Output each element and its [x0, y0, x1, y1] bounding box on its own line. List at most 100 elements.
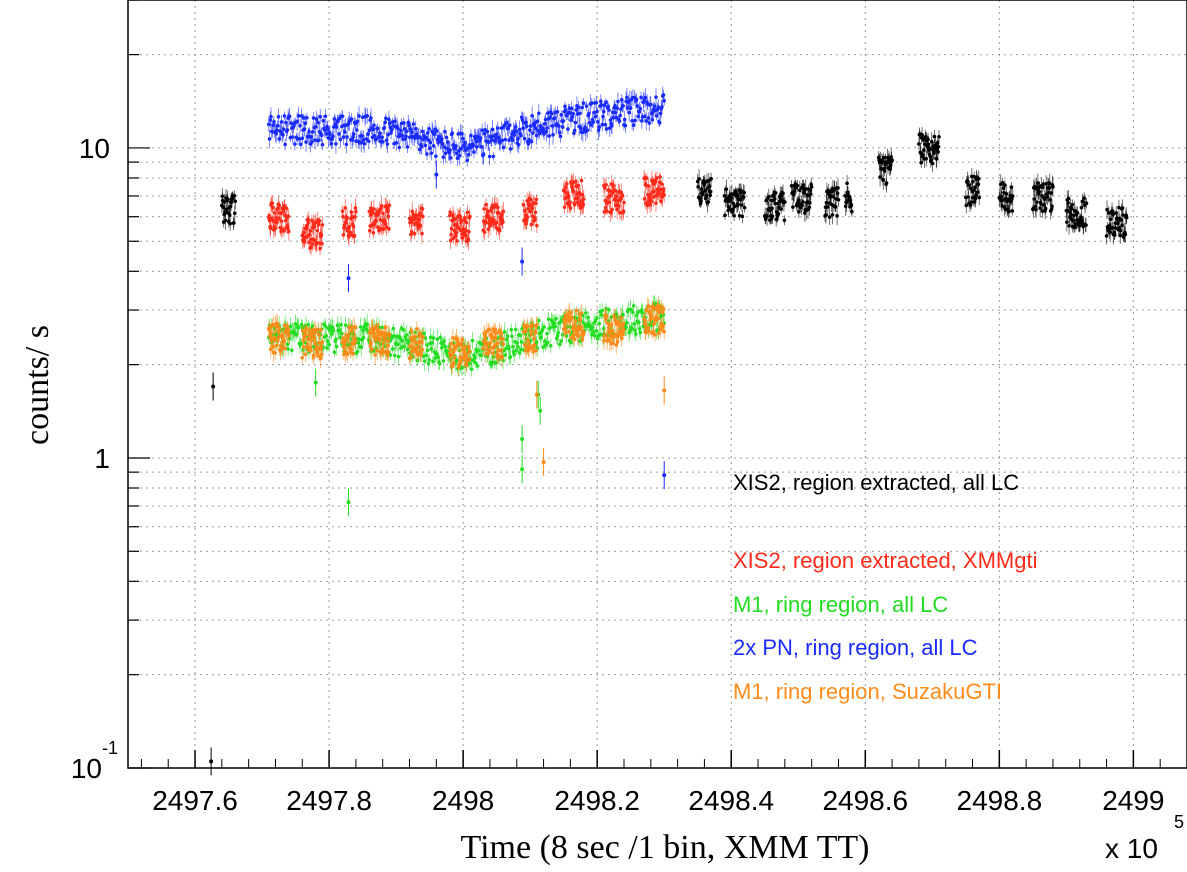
data-point [404, 129, 409, 134]
data-point [355, 119, 360, 124]
data-point [431, 143, 436, 148]
data-point [419, 353, 423, 357]
data-point [634, 332, 638, 336]
data-point [366, 139, 371, 144]
data-point [364, 137, 369, 141]
data-point [409, 336, 413, 340]
data-point [659, 199, 663, 204]
data-point [276, 206, 280, 211]
data-point [1080, 199, 1085, 204]
data-point [615, 106, 619, 111]
data-point [300, 136, 305, 141]
data-point [489, 346, 493, 350]
data-point [393, 353, 397, 358]
data-point [306, 336, 311, 341]
data-point [286, 214, 291, 219]
data-point [518, 333, 522, 338]
data-point [522, 136, 527, 141]
data-point [309, 348, 313, 353]
data-point [425, 343, 429, 347]
data-point [507, 138, 511, 143]
data-point [881, 155, 886, 160]
data-point [1010, 194, 1015, 198]
series-points [266, 295, 667, 517]
data-point [529, 222, 534, 227]
data-point [426, 361, 431, 366]
data-point [578, 126, 583, 131]
data-point [481, 152, 486, 156]
data-point [609, 315, 614, 320]
data-point [490, 127, 495, 132]
data-point [564, 330, 568, 335]
data-point [562, 205, 567, 209]
data-point [457, 153, 462, 158]
data-point [662, 98, 667, 103]
data-point [402, 121, 406, 125]
data-point [449, 226, 454, 231]
data-point [493, 328, 498, 332]
data-point [568, 206, 573, 210]
data-point [435, 337, 440, 342]
data-point [644, 119, 649, 123]
data-point [555, 110, 560, 114]
data-point [496, 126, 500, 130]
data-point [226, 197, 230, 202]
data-point [631, 310, 635, 315]
data-point [274, 131, 279, 136]
data-point [316, 327, 321, 332]
data-point [310, 140, 314, 144]
data-point [607, 108, 611, 112]
data-point [464, 363, 469, 368]
data-point [580, 105, 584, 110]
data-point [468, 349, 472, 354]
data-point [1010, 209, 1015, 213]
data-point [530, 323, 535, 328]
data-point [437, 361, 442, 366]
data-point [1070, 206, 1074, 211]
data-point [352, 132, 356, 136]
data-point [291, 125, 296, 129]
data-point [402, 127, 407, 131]
data-point [1124, 215, 1129, 220]
data-point [494, 360, 499, 365]
data-point [534, 197, 539, 202]
data-point [602, 103, 607, 108]
data-point [277, 326, 282, 330]
data-point [966, 195, 970, 199]
data-point [382, 126, 387, 130]
data-point [339, 323, 343, 327]
data-point [631, 304, 636, 308]
data-point [662, 193, 667, 197]
data-point [469, 367, 474, 371]
data-point [420, 347, 425, 352]
data-point [375, 348, 380, 353]
data-point [736, 202, 741, 207]
data-point [351, 351, 355, 356]
data-point [607, 126, 612, 130]
data-point [559, 339, 564, 344]
data-point [964, 203, 969, 208]
data-point [505, 334, 510, 338]
data-point [306, 221, 311, 225]
data-point [427, 358, 431, 362]
data-point [579, 324, 583, 329]
data-point [399, 128, 403, 133]
data-point [442, 339, 446, 343]
data-point [290, 348, 294, 353]
data-point [464, 228, 468, 233]
data-point [570, 115, 575, 119]
data-point [404, 333, 409, 337]
data-point [428, 140, 433, 145]
data-point [441, 155, 446, 159]
data-point [1065, 220, 1069, 224]
data-point [428, 335, 433, 340]
data-point [661, 187, 666, 191]
data-point [578, 111, 582, 116]
data-point [809, 185, 814, 189]
data-point [271, 205, 275, 210]
data-point [595, 316, 599, 320]
data-point [487, 327, 491, 332]
data-point [305, 115, 309, 120]
data-point [1043, 206, 1048, 211]
data-point [597, 125, 602, 129]
